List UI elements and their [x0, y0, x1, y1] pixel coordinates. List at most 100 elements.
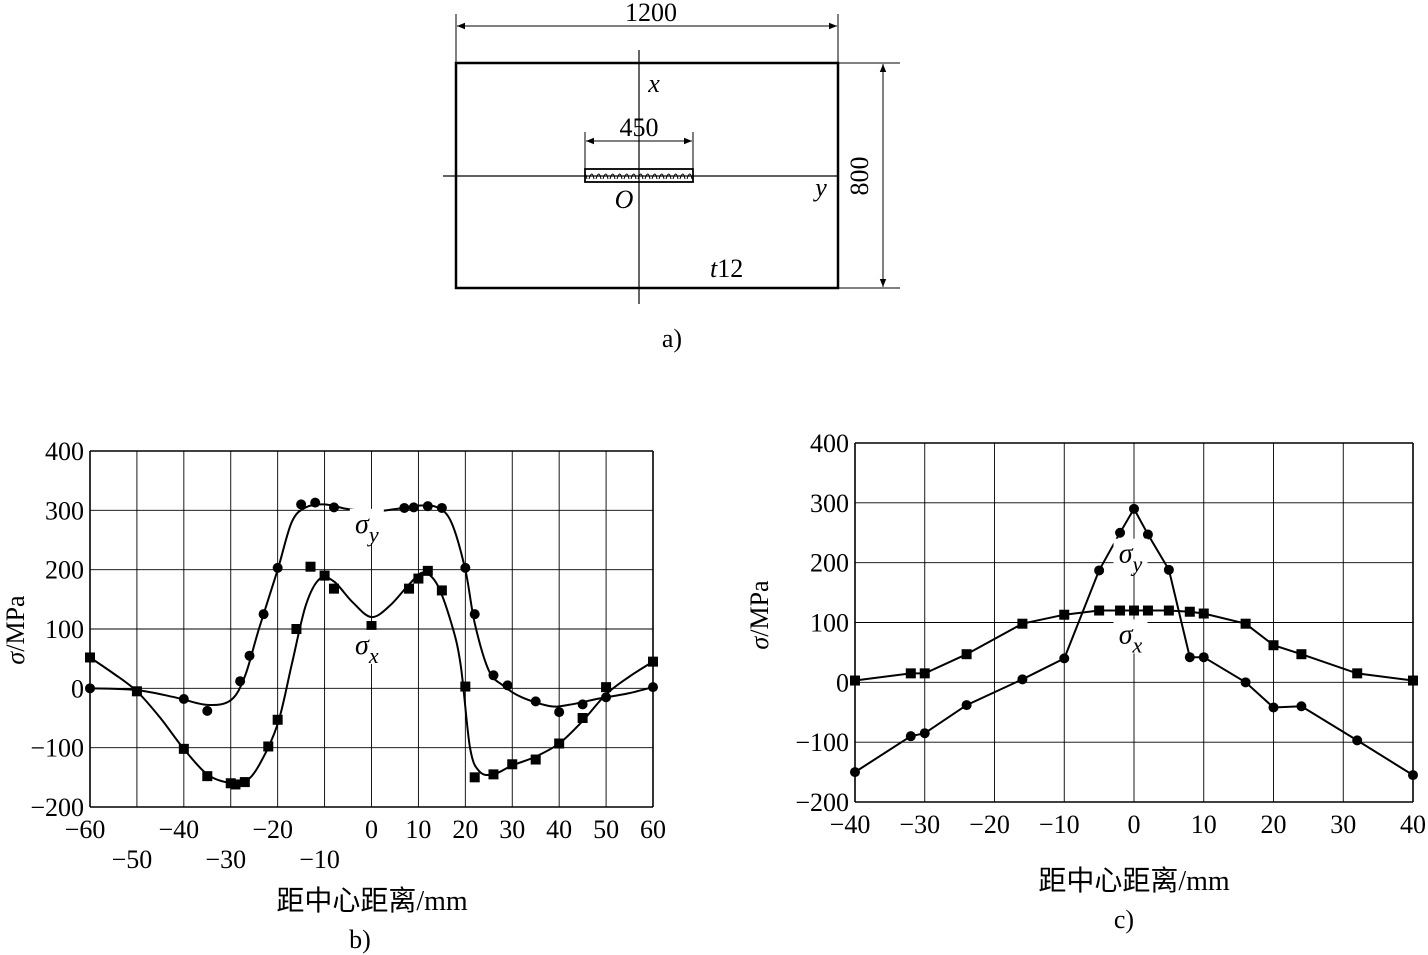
- data-point-x: [239, 777, 250, 788]
- data-point-x: [1059, 609, 1070, 620]
- y-tick-label: 100: [810, 609, 849, 638]
- data-point-y: [1198, 652, 1209, 663]
- width-dimension-label: 1200: [625, 0, 677, 27]
- data-point-y: [502, 680, 513, 691]
- y-tick-label: 300: [810, 489, 849, 518]
- data-point-x: [554, 738, 565, 749]
- panel-a-caption: a): [662, 324, 682, 353]
- data-point-y: [919, 728, 930, 739]
- y-tick-label: 400: [45, 437, 84, 466]
- data-point-y: [85, 683, 95, 694]
- weld-dimension-label: 450: [620, 113, 659, 142]
- data-point-x: [1408, 675, 1418, 686]
- data-point-x: [230, 779, 241, 790]
- data-point-x: [85, 652, 95, 663]
- y-tick-label: 200: [45, 556, 84, 585]
- x-tick-label: −20: [252, 815, 293, 844]
- x-axis-label: x: [647, 69, 660, 98]
- y-tick-label: 0: [71, 674, 84, 703]
- x-tick-label: 20: [1261, 810, 1287, 839]
- data-point-x: [469, 772, 480, 783]
- data-point-y: [436, 502, 447, 513]
- data-point-y: [328, 502, 339, 513]
- x-tick-label: 0: [1128, 810, 1141, 839]
- data-point-y: [460, 562, 471, 573]
- chart-c-y-axis-label: σ/MPa: [745, 580, 774, 650]
- data-point-y: [850, 767, 860, 778]
- y-tick-label: 400: [810, 429, 849, 458]
- x-tick-label: −20: [969, 810, 1010, 839]
- data-point-y: [310, 497, 321, 508]
- y-tick-label: 300: [45, 496, 84, 525]
- x-tick-label: 50: [593, 815, 619, 844]
- y-tick-label: −200: [30, 793, 84, 822]
- height-dimension-label: 800: [845, 157, 874, 196]
- origin-label: O: [615, 185, 634, 214]
- data-point-y: [1352, 735, 1363, 746]
- data-point-x: [1142, 605, 1153, 616]
- data-point-y: [648, 682, 658, 693]
- data-point-x: [1268, 640, 1279, 651]
- x-tick-label: −50: [112, 845, 153, 874]
- data-point-x: [577, 713, 588, 723]
- data-point-x: [328, 583, 339, 594]
- data-point-y: [1142, 529, 1153, 540]
- series-label-backdrop: [349, 508, 384, 543]
- chart-c-grid: [854, 442, 1414, 803]
- panel-a-plate-schematic: 1200 800 450 x y O t12 a): [443, 0, 900, 353]
- data-point-x: [1163, 605, 1174, 616]
- x-tick-label: 10: [1191, 810, 1217, 839]
- data-point-x: [919, 668, 930, 679]
- data-point-y: [1184, 652, 1195, 663]
- y-tick-label: 200: [810, 549, 849, 578]
- data-point-y: [905, 731, 916, 742]
- data-point-x: [1017, 618, 1028, 629]
- data-point-x: [850, 675, 860, 686]
- x-tick-label: 40: [1400, 810, 1426, 839]
- data-point-y: [530, 696, 541, 707]
- data-point-x: [404, 583, 415, 594]
- x-tick-label: 30: [499, 815, 525, 844]
- data-point-y: [235, 676, 246, 687]
- data-point-y: [1094, 565, 1105, 576]
- data-point-y: [1059, 653, 1070, 664]
- data-point-y: [1296, 701, 1307, 712]
- data-point-y: [1408, 770, 1418, 781]
- x-tick-label: −10: [299, 845, 340, 874]
- data-point-x: [1198, 608, 1209, 619]
- data-point-x: [530, 754, 541, 765]
- series-line-y: [89, 503, 654, 708]
- data-point-x: [422, 565, 433, 576]
- y-tick-label: 100: [45, 615, 84, 644]
- data-point-x: [601, 682, 612, 693]
- data-point-y: [554, 707, 565, 718]
- x-tick-label: −40: [830, 810, 871, 839]
- x-tick-label: 20: [452, 815, 478, 844]
- data-point-y: [1163, 564, 1174, 575]
- data-point-y: [202, 705, 213, 716]
- data-point-x: [178, 743, 189, 754]
- data-point-y: [1115, 527, 1126, 538]
- data-point-y: [1017, 674, 1028, 685]
- y-tick-label: −200: [795, 788, 849, 817]
- data-point-x: [305, 561, 316, 572]
- series-label-backdrop: [1113, 619, 1148, 654]
- series-label-backdrop: [1113, 538, 1148, 573]
- data-point-y: [488, 670, 499, 681]
- data-point-y: [296, 499, 307, 510]
- weld-bead: [584, 168, 694, 183]
- x-tick-label: 0: [365, 815, 378, 844]
- data-point-x: [1296, 649, 1307, 660]
- data-point-x: [272, 714, 283, 725]
- data-point-x: [488, 769, 499, 780]
- data-point-x: [1115, 605, 1126, 616]
- data-point-y: [961, 700, 972, 711]
- chart-c-series: σy σx: [850, 503, 1418, 781]
- x-tick-label: 40: [546, 815, 572, 844]
- series-label-backdrop: [349, 629, 384, 664]
- data-point-x: [1240, 618, 1251, 629]
